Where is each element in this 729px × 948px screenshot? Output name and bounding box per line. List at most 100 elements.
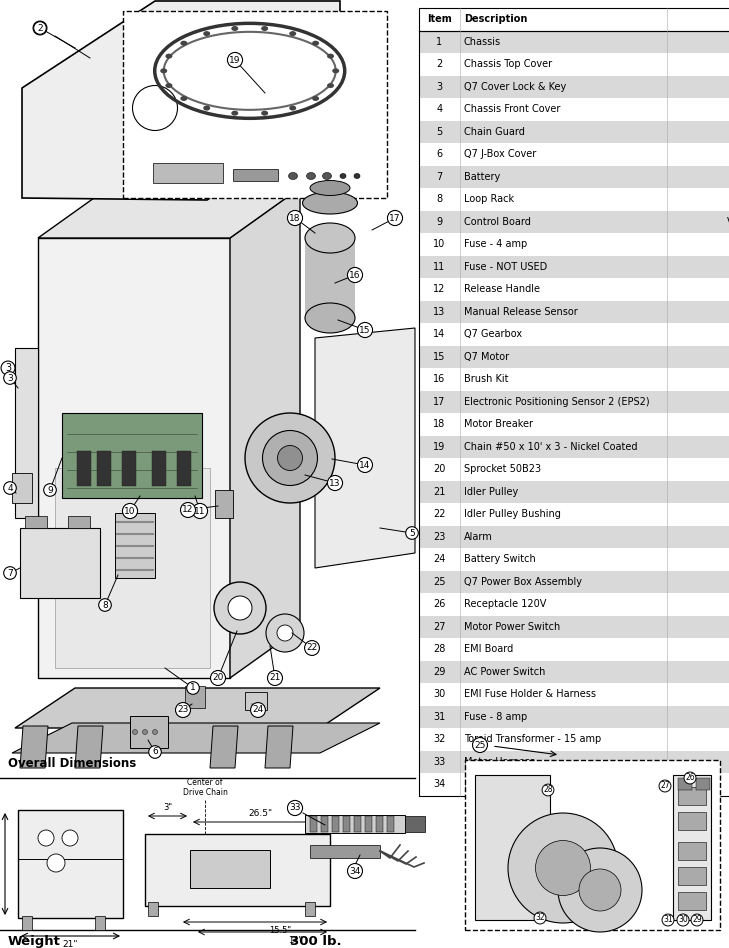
Ellipse shape — [180, 41, 187, 46]
Ellipse shape — [261, 26, 268, 31]
Text: 1: 1 — [437, 37, 443, 46]
Text: Item: Item — [427, 14, 452, 25]
Text: 8: 8 — [102, 600, 108, 610]
Text: Q7 J-Box Cover: Q7 J-Box Cover — [464, 149, 537, 159]
Ellipse shape — [305, 303, 355, 333]
Ellipse shape — [289, 31, 296, 36]
Text: Fuse - 4 amp: Fuse - 4 amp — [464, 239, 527, 249]
Bar — [419, 413, 729, 435]
Text: 31: 31 — [433, 712, 445, 721]
Text: 11: 11 — [433, 262, 445, 272]
Text: 16: 16 — [433, 374, 445, 384]
Bar — [678, 787, 706, 805]
Text: 3: 3 — [7, 374, 13, 382]
Bar — [419, 751, 729, 773]
Text: 18: 18 — [289, 213, 301, 223]
Bar — [77, 451, 91, 486]
Bar — [419, 8, 729, 30]
Bar — [305, 238, 355, 318]
Text: 13: 13 — [433, 307, 445, 317]
Text: 25: 25 — [433, 576, 445, 587]
Text: 29: 29 — [693, 916, 702, 924]
Text: Alarm: Alarm — [464, 532, 493, 541]
Text: 12: 12 — [433, 284, 445, 294]
Bar — [419, 548, 729, 571]
Bar — [233, 169, 278, 181]
Text: 22: 22 — [433, 509, 445, 520]
Bar — [215, 490, 233, 518]
Text: 2: 2 — [37, 24, 43, 32]
Text: Chassis Front Cover: Chassis Front Cover — [464, 104, 561, 115]
Bar — [387, 816, 394, 832]
Bar — [475, 775, 550, 920]
Ellipse shape — [165, 83, 172, 88]
Text: 23: 23 — [433, 532, 445, 541]
Text: Sprocket 50B23: Sprocket 50B23 — [464, 465, 541, 474]
Text: Battery Switch: Battery Switch — [464, 555, 536, 564]
Text: 27.5": 27.5" — [0, 852, 1, 876]
Bar — [419, 683, 729, 705]
Bar — [177, 451, 191, 486]
Bar — [419, 76, 729, 98]
Bar — [678, 812, 706, 830]
Ellipse shape — [306, 173, 316, 179]
Text: 4: 4 — [437, 104, 443, 115]
Ellipse shape — [231, 26, 238, 31]
Text: 15: 15 — [433, 352, 445, 362]
Text: Weight: Weight — [8, 935, 61, 948]
Text: 24: 24 — [433, 555, 445, 564]
Text: 8: 8 — [437, 194, 443, 204]
Text: 33: 33 — [289, 804, 301, 812]
Ellipse shape — [332, 68, 339, 73]
Ellipse shape — [289, 173, 297, 179]
Ellipse shape — [278, 446, 303, 470]
Bar — [25, 516, 47, 528]
Ellipse shape — [133, 730, 138, 735]
Ellipse shape — [62, 830, 78, 846]
Bar — [419, 391, 729, 413]
Ellipse shape — [231, 111, 238, 116]
Bar — [153, 163, 223, 183]
Text: Receptacle 120V: Receptacle 120V — [464, 599, 546, 610]
Text: Center of
Drive Chain: Center of Drive Chain — [182, 777, 227, 797]
Ellipse shape — [180, 96, 187, 101]
Ellipse shape — [322, 173, 332, 179]
Bar — [419, 638, 729, 661]
Text: 6: 6 — [437, 149, 443, 159]
Text: Chassis Top Cover: Chassis Top Cover — [464, 60, 552, 69]
Text: VFLEXPCBUI8-Q7: VFLEXPCBUI8-Q7 — [727, 217, 729, 227]
Text: 28: 28 — [433, 645, 445, 654]
Text: Motor Harness: Motor Harness — [464, 757, 535, 767]
Polygon shape — [22, 1, 340, 200]
Text: 7: 7 — [7, 569, 13, 577]
Text: 21: 21 — [269, 673, 281, 683]
Bar — [419, 30, 729, 53]
Text: Idler Pulley Bushing: Idler Pulley Bushing — [464, 509, 561, 520]
Bar — [678, 892, 706, 910]
Bar — [465, 760, 720, 930]
Text: 3": 3" — [163, 803, 172, 812]
Text: 26: 26 — [433, 599, 445, 610]
Bar — [419, 728, 729, 751]
Text: Chassis: Chassis — [464, 37, 501, 46]
Ellipse shape — [245, 413, 335, 503]
Ellipse shape — [228, 596, 252, 620]
Bar — [419, 705, 729, 728]
Text: Chain #50 x 10' x 3 - Nickel Coated: Chain #50 x 10' x 3 - Nickel Coated — [464, 442, 637, 452]
Ellipse shape — [277, 625, 293, 641]
Ellipse shape — [312, 96, 319, 101]
Ellipse shape — [38, 830, 54, 846]
Text: Brush Kit: Brush Kit — [464, 374, 509, 384]
Text: Release Handle: Release Handle — [464, 284, 540, 294]
Ellipse shape — [214, 582, 266, 634]
Text: 10: 10 — [433, 239, 445, 249]
Text: Battery: Battery — [464, 172, 500, 182]
Text: 28: 28 — [543, 786, 553, 794]
Bar — [321, 816, 328, 832]
Bar — [678, 867, 706, 885]
Bar — [419, 166, 729, 188]
Bar — [245, 692, 267, 710]
Text: Loop Rack: Loop Rack — [464, 194, 514, 204]
Polygon shape — [230, 188, 300, 678]
Bar — [365, 816, 372, 832]
